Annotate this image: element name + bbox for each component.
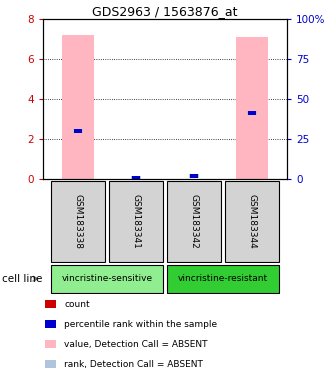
Bar (74, 129, 82, 132)
Bar (132, 176, 140, 179)
Bar (45, 340, 56, 348)
Bar (45, 360, 56, 368)
Bar (51, 181, 105, 262)
Bar (131, 176, 141, 179)
Text: GSM183341: GSM183341 (131, 194, 141, 249)
Bar (167, 181, 221, 262)
Bar (248, 111, 256, 114)
Text: vincristine-sensitive: vincristine-sensitive (61, 274, 152, 283)
Bar (225, 181, 279, 262)
Bar (51, 265, 163, 293)
Bar (109, 181, 163, 262)
Text: cell line: cell line (2, 274, 42, 284)
Text: GSM183344: GSM183344 (248, 194, 257, 249)
Bar (247, 111, 257, 114)
Text: vincristine-resistant: vincristine-resistant (178, 274, 268, 283)
Text: percentile rank within the sample: percentile rank within the sample (64, 319, 217, 329)
Text: rank, Detection Call = ABSENT: rank, Detection Call = ABSENT (64, 359, 203, 369)
Bar (167, 265, 279, 293)
Bar (45, 320, 56, 328)
Text: count: count (64, 300, 90, 309)
Bar (190, 174, 198, 178)
Bar (236, 37, 268, 179)
Bar (132, 177, 139, 179)
Text: GSM183342: GSM183342 (189, 194, 199, 249)
Title: GDS2963 / 1563876_at: GDS2963 / 1563876_at (92, 5, 238, 18)
Text: GSM183338: GSM183338 (73, 194, 82, 249)
Bar (45, 300, 56, 308)
Text: value, Detection Call = ABSENT: value, Detection Call = ABSENT (64, 339, 208, 349)
Bar (189, 174, 199, 178)
Bar (73, 129, 83, 132)
Bar (62, 35, 94, 179)
